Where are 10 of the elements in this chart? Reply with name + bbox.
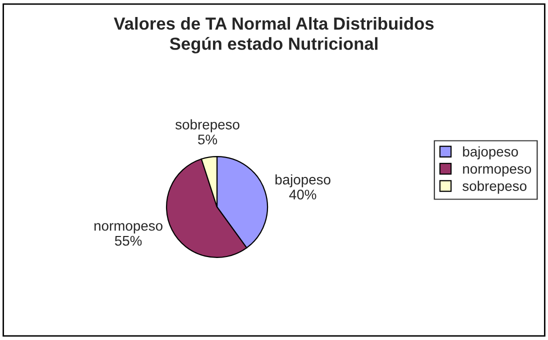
slice-label: bajopeso bbox=[276, 174, 330, 188]
slice-label: normopeso bbox=[94, 223, 162, 234]
data-label: 55% bbox=[114, 236, 142, 246]
legend-label: sobrepeso bbox=[462, 180, 526, 194]
legend-label: bajopeso bbox=[463, 146, 518, 160]
data-label: 5% bbox=[198, 134, 218, 144]
legend-label: normopeso bbox=[463, 166, 532, 177]
data-label: 40% bbox=[289, 190, 316, 200]
slice-label: sobrepeso bbox=[175, 119, 240, 132]
chart-title: Valores de TA Normal Alta Distribuidos Según estado Nutricional bbox=[114, 17, 434, 54]
